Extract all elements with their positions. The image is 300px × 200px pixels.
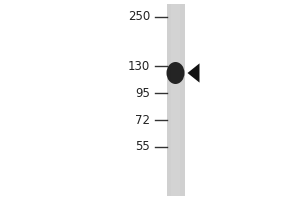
Text: 72: 72: [135, 114, 150, 127]
Bar: [171, 4, 180, 196]
Ellipse shape: [167, 62, 184, 84]
Text: 130: 130: [128, 60, 150, 72]
Text: 95: 95: [135, 87, 150, 100]
Bar: [167, 4, 184, 196]
Text: 55: 55: [135, 140, 150, 154]
Text: 250: 250: [128, 10, 150, 23]
Polygon shape: [188, 63, 200, 83]
